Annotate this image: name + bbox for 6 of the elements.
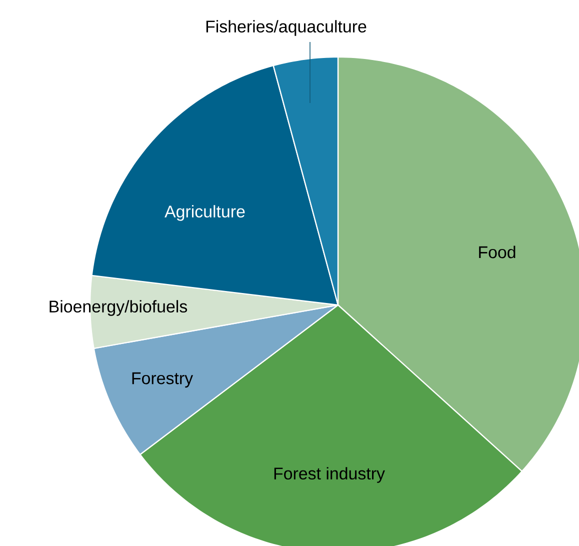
slice-label: Fisheries/aquaculture <box>206 20 366 36</box>
slice-label: Food <box>479 246 516 258</box>
slice-label: Forestry <box>132 372 194 388</box>
slice-label: Bioenergy/biofuels <box>50 300 188 316</box>
slice-label: Forest industry <box>274 467 385 483</box>
slice-label: Agriculture <box>164 205 245 221</box>
